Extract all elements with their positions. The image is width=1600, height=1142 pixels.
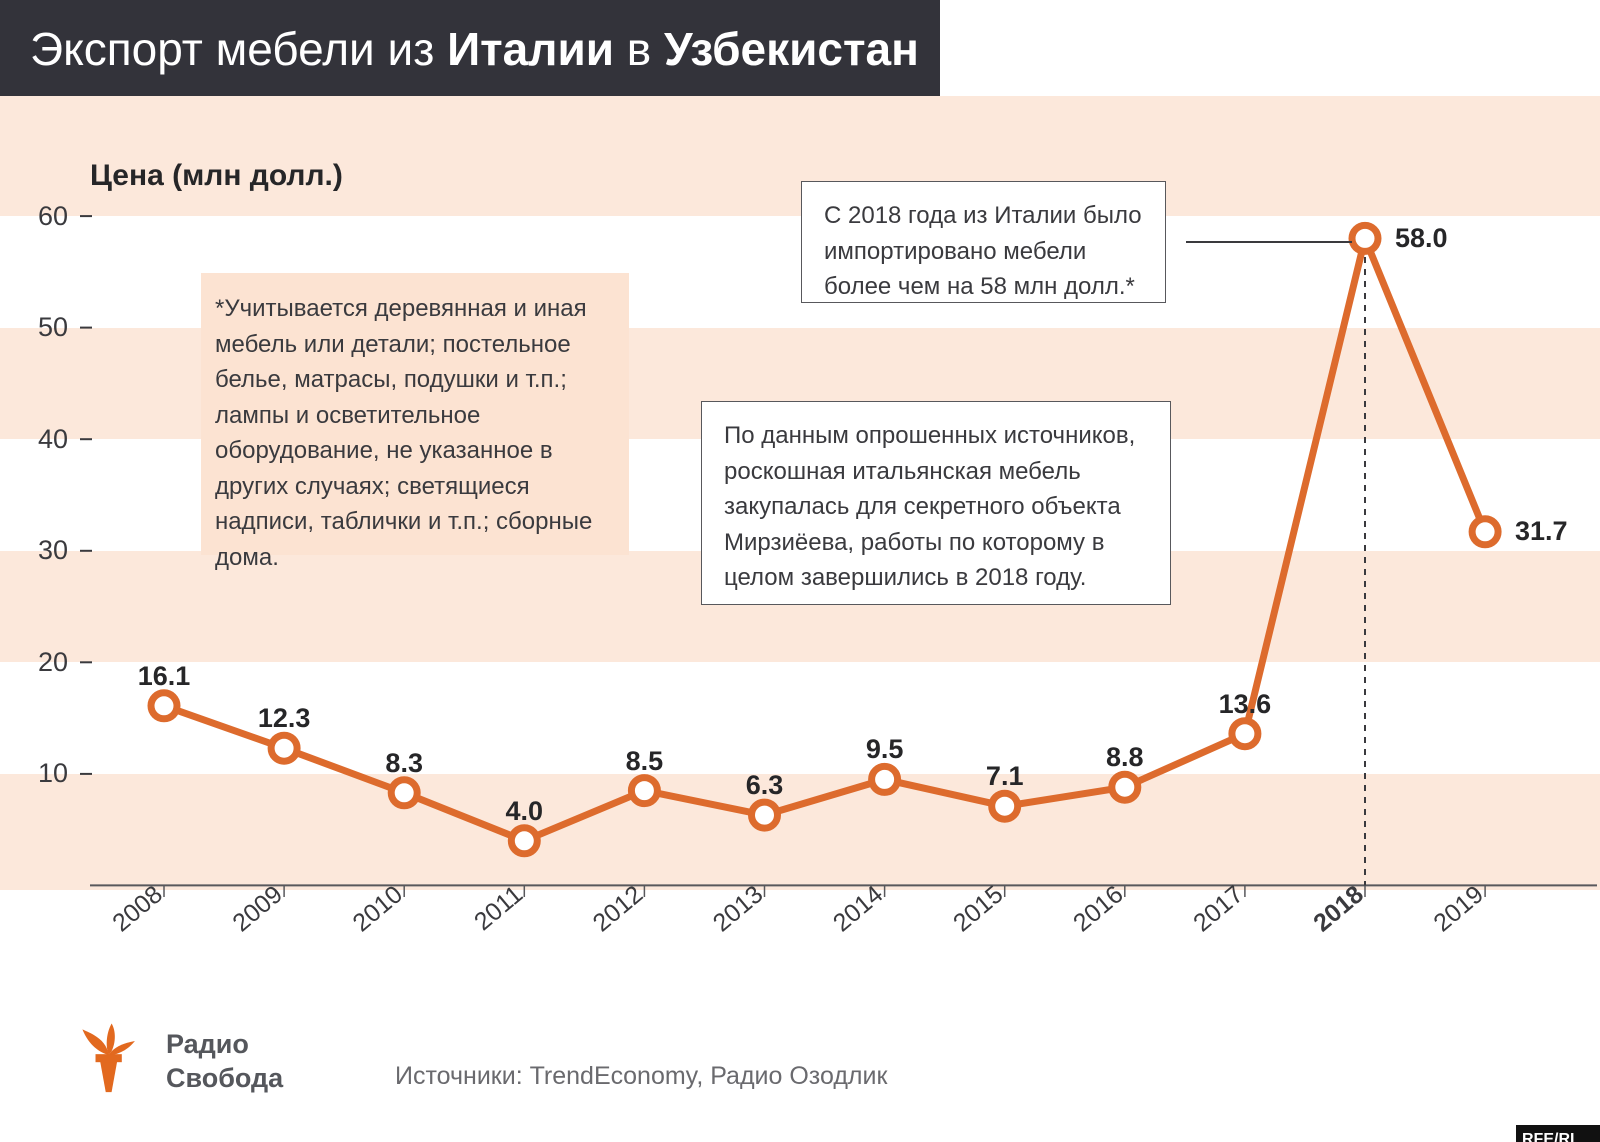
svg-text:4.0: 4.0 [506, 796, 544, 826]
svg-text:30: 30 [38, 535, 68, 565]
svg-text:60: 60 [38, 201, 68, 231]
svg-text:6.3: 6.3 [746, 770, 784, 800]
svg-text:2008: 2008 [107, 880, 168, 937]
svg-text:9.5: 9.5 [866, 734, 904, 764]
svg-text:Цена (млн долл.): Цена (млн долл.) [90, 159, 343, 192]
svg-text:2013: 2013 [708, 880, 769, 937]
svg-text:2016: 2016 [1068, 880, 1129, 937]
svg-text:2011: 2011 [469, 880, 528, 936]
svg-text:40: 40 [38, 424, 68, 454]
svg-text:8.3: 8.3 [385, 748, 423, 778]
svg-text:2009: 2009 [227, 880, 288, 937]
svg-text:8.5: 8.5 [626, 746, 664, 776]
svg-text:2019: 2019 [1428, 880, 1489, 937]
svg-text:12.3: 12.3 [258, 703, 311, 733]
svg-text:7.1: 7.1 [986, 761, 1024, 791]
svg-text:2017: 2017 [1188, 880, 1249, 937]
svg-text:20: 20 [38, 647, 68, 677]
svg-text:58.0: 58.0 [1395, 223, 1448, 253]
svg-text:2018: 2018 [1308, 880, 1369, 937]
svg-text:8.8: 8.8 [1106, 742, 1144, 772]
svg-text:50: 50 [38, 312, 68, 342]
svg-text:16.1: 16.1 [138, 661, 191, 691]
svg-text:2015: 2015 [948, 880, 1009, 937]
svg-text:13.6: 13.6 [1219, 689, 1272, 719]
svg-text:10: 10 [38, 758, 68, 788]
svg-text:2010: 2010 [347, 880, 408, 937]
svg-text:2014: 2014 [828, 880, 889, 937]
svg-text:2012: 2012 [588, 880, 649, 937]
svg-text:31.7: 31.7 [1515, 516, 1568, 546]
